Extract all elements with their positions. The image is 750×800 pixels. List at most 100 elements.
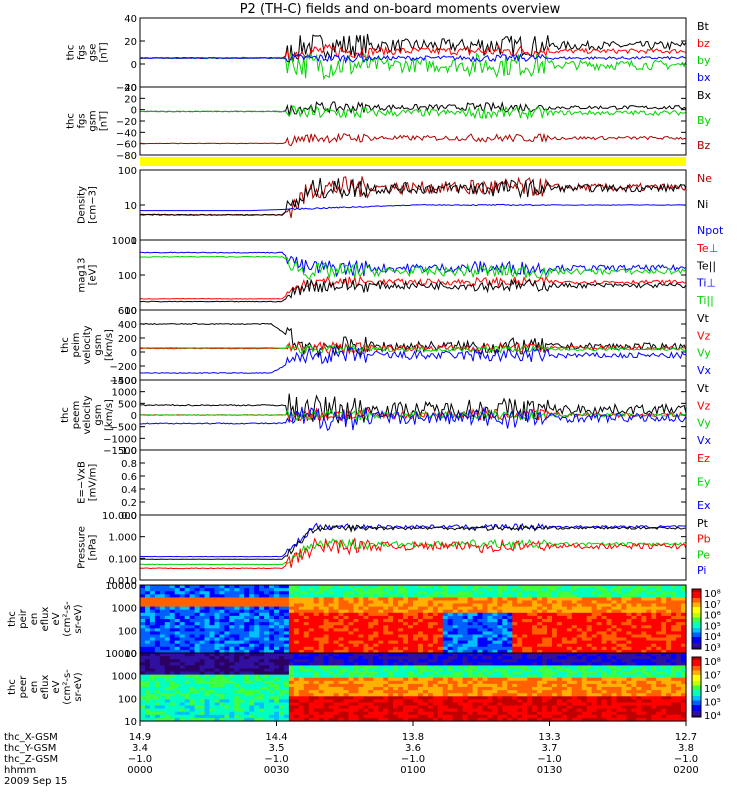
heatmap-cell [626,609,632,614]
heatmap-cell [472,683,479,688]
heatmap-cell [373,612,379,617]
heatmap-cell [308,631,315,636]
heatmap-cell [279,612,285,617]
heatmap-cell [447,597,454,602]
heatmap-cell [631,615,637,620]
heatmap-cell [358,594,364,598]
heatmap-cell [432,634,439,639]
heatmap-cell [298,708,305,713]
heatmap-cell [462,600,469,605]
heatmap-cell [596,628,603,632]
heatmap-cell [576,625,583,629]
heatmap-cell [497,634,503,639]
heatmap-cell [140,690,146,694]
heatmap-cell [174,683,181,688]
heatmap-cell [596,643,603,648]
heatmap-cell [418,588,424,592]
heatmap-cell [566,634,573,639]
heatmap-cell [328,646,335,651]
heatmap-cell [522,656,528,660]
heatmap-cell [631,649,637,654]
heatmap-cell [646,690,652,694]
heatmap-cell [383,674,389,679]
heatmap-cell [328,612,335,617]
heatmap-cell [219,699,225,704]
heatmap-cell [368,653,374,657]
colorbar-segment [692,628,701,630]
heatmap-cell [418,674,424,679]
heatmap-cell [616,600,623,605]
heatmap-cell [442,693,449,697]
heatmap-cell [512,699,518,704]
heatmap-cell [408,705,414,710]
heatmap-cell [413,674,419,679]
heatmap-cell [576,665,583,670]
heatmap-cell [204,702,211,707]
heatmap-cell [154,640,161,645]
heatmap-cell [403,662,409,666]
heatmap-cell [159,662,166,666]
heatmap-cell [487,693,494,697]
heatmap-cell [442,631,449,636]
heatmap-cell [542,690,548,694]
heatmap-cell [611,687,618,691]
heatmap-cell [437,656,444,660]
heatmap-cell [298,637,305,642]
heatmap-cell [616,668,623,673]
heatmap-cell [179,622,186,626]
heatmap-cell [145,646,151,651]
legend-efield: Ey [697,476,711,489]
heatmap-cell [169,585,176,589]
heatmap-cell [601,693,608,697]
heatmap-cell [611,680,618,685]
heatmap-cell [323,585,330,589]
heatmap-cell [522,606,528,611]
heatmap-cell [576,693,583,697]
heatmap-cell [189,668,196,673]
heatmap-cell [477,665,484,670]
heatmap-cell [626,600,632,605]
heatmap-cell [313,680,320,685]
heatmap-cell [651,606,657,611]
heatmap-cell [303,717,310,722]
heatmap-cell [204,600,211,605]
ytick-label-fgs-gse: 0 [131,60,137,71]
heatmap-cell [333,711,340,716]
heatmap-cell [666,594,672,598]
heatmap-cell [512,637,518,642]
heatmap-cell [427,649,434,654]
heatmap-cell [482,708,489,713]
heatmap-cell [427,687,434,691]
heatmap-cell [606,625,613,629]
heatmap-cell [214,668,221,673]
heatmap-cell [606,653,613,657]
heatmap-cell [388,637,394,642]
heatmap-cell [452,625,459,629]
heatmap-cell [477,649,484,654]
heatmap-cell [378,665,384,670]
heatmap-cell [611,717,618,722]
heatmap-cell [333,680,340,685]
heatmap-cell [229,615,235,620]
heatmap-cell [651,646,657,651]
heatmap-cell [199,625,206,629]
heatmap-cell [527,634,533,639]
heatmap-cell [626,696,632,700]
heatmap-cell [269,615,275,620]
heatmap-cell [482,609,489,614]
heatmap-cell [343,656,350,660]
heatmap-cell [631,609,637,614]
heatmap-cell [279,634,285,639]
heatmap-cell [566,625,573,629]
heatmap-cell [452,659,459,663]
heatmap-cell [373,680,379,685]
heatmap-cell [517,612,523,617]
heatmap-cell [274,668,280,673]
heatmap-cell [586,640,593,645]
heatmap-cell [348,585,355,589]
heatmap-cell [556,625,563,629]
heatmap-cell [452,699,459,704]
heatmap-cell [641,622,647,626]
heatmap-cell [328,597,335,602]
